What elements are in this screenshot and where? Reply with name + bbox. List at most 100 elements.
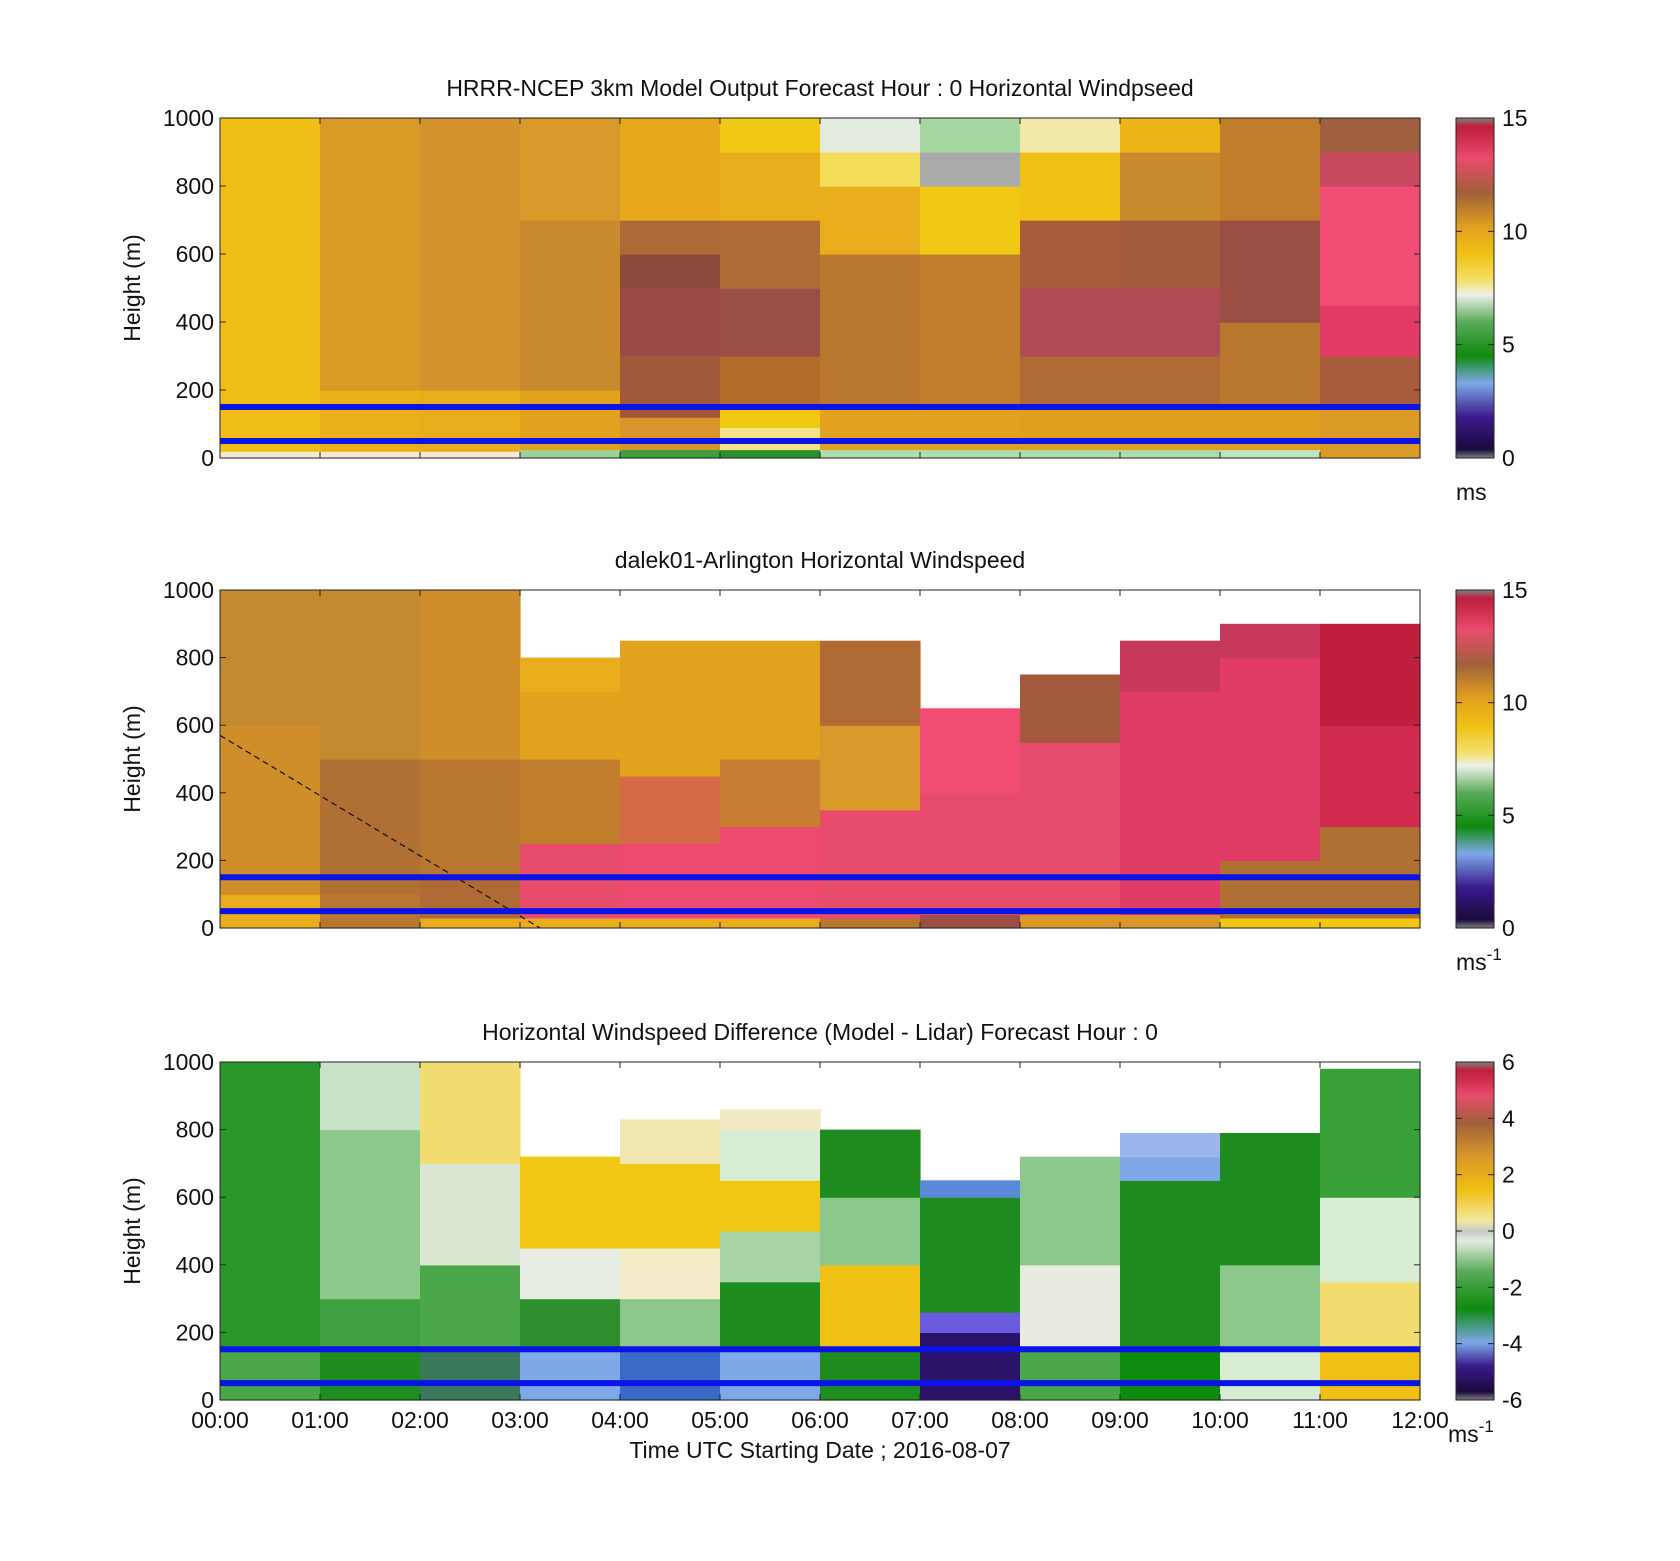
y-tick-label: 1000 (163, 105, 214, 131)
heatmap-cell (920, 708, 1021, 794)
heatmap-cell (1320, 826, 1421, 919)
heatmap-cell (1120, 1132, 1221, 1158)
heatmap-cell (1220, 623, 1321, 659)
heatmap-cell (520, 1349, 621, 1401)
heatmap-cell (820, 1349, 921, 1401)
heatmap-cell (1020, 356, 1121, 408)
y-tick-label: 400 (176, 309, 214, 335)
y-tick-label: 400 (176, 780, 214, 806)
colorbar-tick-label: 10 (1502, 218, 1528, 244)
x-tick-label: 01:00 (291, 1407, 349, 1433)
heatmap-cell (1120, 691, 1221, 916)
heatmap-cell (320, 590, 421, 760)
heatmap-cell (820, 152, 921, 187)
colorbar-unit-label: ms-1 (1448, 1417, 1494, 1447)
x-tick-label: 10:00 (1191, 1407, 1249, 1433)
y-tick-label: 600 (176, 1184, 214, 1210)
heatmap-cell (720, 1180, 821, 1232)
heatmap-cell (720, 152, 821, 221)
heatmap-cell (1320, 725, 1421, 828)
x-tick-label: 06:00 (791, 1407, 849, 1433)
y-tick-label: 1000 (163, 1049, 214, 1075)
heatmap-cell (1120, 914, 1221, 929)
heatmap-cell (1020, 449, 1121, 459)
heatmap-cell (920, 1312, 1021, 1333)
y-tick-label: 0 (201, 915, 214, 941)
y-tick-label: 400 (176, 1252, 214, 1278)
heatmap-cell (620, 1349, 721, 1401)
x-tick-label: 04:00 (591, 1407, 649, 1433)
heatmap-cell (1020, 118, 1121, 153)
heatmap-cell (1020, 152, 1121, 221)
heatmap-cell (920, 118, 1021, 153)
colorbar-tick-label: 2 (1502, 1162, 1515, 1188)
heatmap-cell (420, 1062, 521, 1164)
y-tick-label: 0 (201, 445, 214, 471)
colorbar-tick-label: 5 (1502, 332, 1515, 358)
colorbar-tick-label: 6 (1502, 1049, 1515, 1075)
heatmap-cell (620, 220, 721, 255)
heatmap-cell (620, 1119, 721, 1164)
heatmap-cell (820, 186, 921, 255)
y-tick-label: 200 (176, 377, 214, 403)
heatmap-cell (720, 826, 821, 919)
colorbar-tick-label: -2 (1502, 1274, 1522, 1300)
heatmap-cell (320, 1349, 421, 1401)
heatmap-cell (620, 288, 721, 357)
heatmap-cell (1120, 449, 1221, 459)
colorbar-tick-label: 0 (1502, 445, 1515, 471)
heatmap-cell (720, 917, 821, 929)
heatmap-cell (1020, 220, 1121, 289)
heatmap-cell (620, 775, 721, 845)
heatmap-cell (520, 759, 621, 845)
y-tick-label: 1000 (163, 577, 214, 603)
heatmap-cell (920, 186, 1021, 255)
heatmap-cell (720, 759, 821, 828)
heatmap-cell (1320, 152, 1421, 187)
heatmap-cell (620, 843, 721, 919)
heatmap-cell (720, 220, 821, 289)
heatmap-cell (1320, 1197, 1421, 1283)
heatmap-cell (520, 449, 621, 459)
heatmap-cell (220, 1062, 321, 1350)
x-tick-label: 07:00 (891, 1407, 949, 1433)
heatmap-cell (820, 449, 921, 459)
y-tick-label: 800 (176, 1117, 214, 1143)
colorbar-unit-label: ms (1456, 479, 1487, 505)
colorbar-unit-label: ms-1 (1456, 945, 1502, 975)
heatmap-cell (1120, 1180, 1221, 1350)
heatmap-cell (1020, 1264, 1121, 1350)
heatmap-cell (620, 254, 721, 289)
x-tick-label: 11:00 (1292, 1407, 1348, 1433)
heatmap-cell (420, 1349, 521, 1401)
heatmap-cell (720, 1231, 821, 1283)
heatmap-cell (1220, 322, 1321, 408)
heatmap-cell (1320, 305, 1421, 357)
chart-panel-1: 0 200 400 600 800 1000 HRRR-NCEP 3km Model Out… (119, 75, 1528, 505)
colorbar-scale (1455, 589, 1495, 929)
heatmap-cell (920, 152, 1021, 187)
heatmap-cell (1120, 640, 1221, 692)
colorbar-tick-label: 0 (1502, 915, 1515, 941)
heatmap-cell (1020, 914, 1121, 929)
heatmap-cell (320, 759, 421, 895)
heatmap-cell (1320, 356, 1421, 408)
heatmap-cell (1120, 1349, 1221, 1401)
heatmap-cell (720, 407, 821, 428)
heatmap-cell (320, 118, 421, 391)
heatmap-cell (1220, 1349, 1321, 1401)
colorbar: -6 -4 -2 0 2 4 6 ms-1 (1448, 1049, 1523, 1447)
heatmap-cell (420, 917, 521, 929)
heatmap-cell (920, 914, 1021, 929)
heatmap-cell (1320, 1281, 1421, 1350)
heatmap-cell (820, 1197, 921, 1266)
colorbar-tick-label: 15 (1502, 105, 1528, 131)
heatmap-cell (320, 451, 421, 459)
heatmap-cell (1220, 220, 1321, 323)
heatmap-cell (820, 725, 921, 811)
heatmap-cell (720, 1281, 821, 1350)
heatmap-cell (920, 1332, 1021, 1401)
chart-title: dalek01-Arlington Horizontal Windspeed (615, 547, 1025, 573)
colorbar-scale (1455, 117, 1495, 459)
